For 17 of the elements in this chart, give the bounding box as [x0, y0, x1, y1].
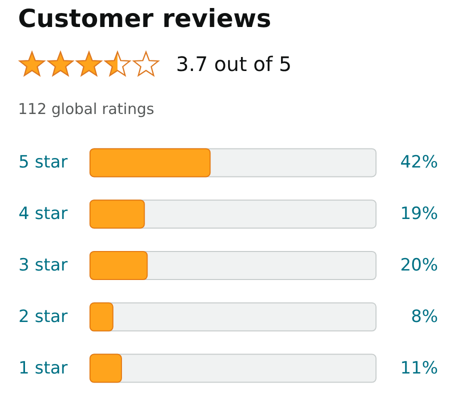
bar: [90, 302, 114, 332]
y-tick-label: 5 star: [18, 152, 68, 173]
chart-subtitle: 3.7 out of 5: [176, 52, 292, 76]
bar: [90, 250, 148, 280]
bar: [90, 354, 122, 383]
bar: [90, 200, 145, 229]
data-label: 11%: [400, 358, 438, 378]
y-tick-label: 3 star: [18, 256, 68, 276]
data-label: 20%: [400, 256, 438, 276]
y-tick-label: 1 star: [18, 358, 68, 378]
chart-title: Customer reviews: [18, 4, 272, 33]
data-label: 8%: [411, 306, 438, 327]
y-tick-label: 2 star: [18, 306, 68, 327]
data-label: 19%: [400, 204, 438, 224]
data-label: 42%: [400, 152, 438, 173]
text: 112 global ratings: [18, 100, 154, 118]
y-tick-label: 4 star: [18, 204, 68, 224]
